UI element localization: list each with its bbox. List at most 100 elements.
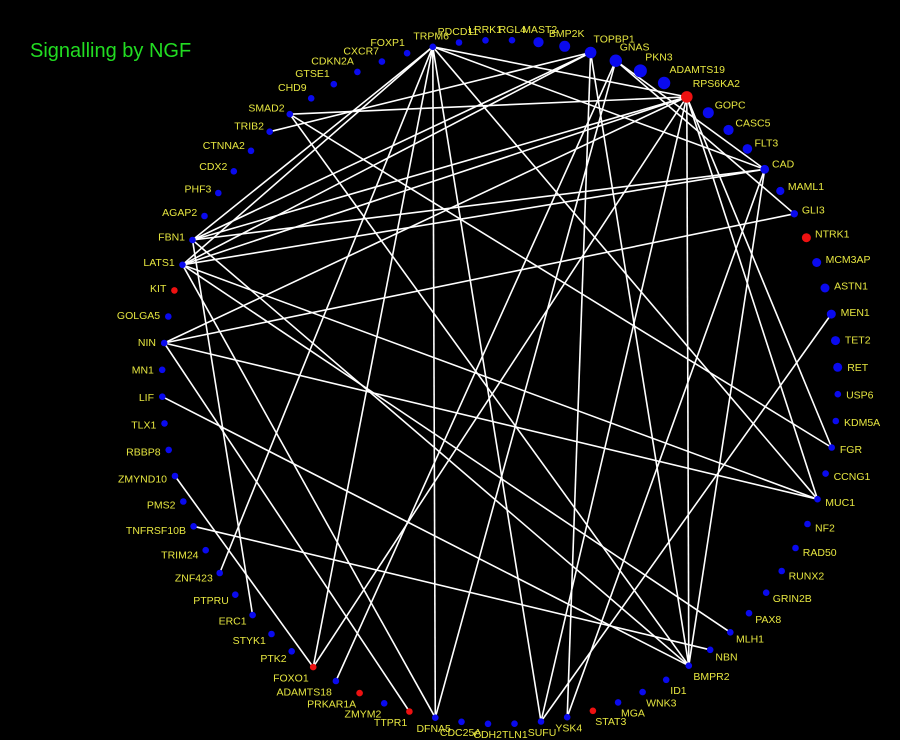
- node-marker[interactable]: [662, 676, 670, 684]
- node-marker[interactable]: [831, 336, 840, 346]
- node-marker[interactable]: [657, 76, 671, 90]
- node-marker[interactable]: [511, 720, 518, 727]
- node-label: CDC25A: [440, 727, 481, 739]
- node-marker[interactable]: [814, 495, 821, 503]
- node-marker[interactable]: [563, 713, 571, 721]
- node-marker[interactable]: [828, 444, 835, 451]
- node-marker[interactable]: [266, 128, 274, 135]
- node-marker[interactable]: [332, 677, 340, 685]
- node-marker[interactable]: [179, 261, 186, 269]
- node-marker[interactable]: [165, 446, 172, 454]
- node-marker[interactable]: [742, 144, 753, 154]
- node-marker[interactable]: [723, 124, 734, 136]
- node-marker[interactable]: [584, 46, 597, 59]
- node-marker[interactable]: [286, 110, 294, 118]
- node-marker[interactable]: [406, 708, 413, 715]
- node-marker[interactable]: [702, 107, 714, 119]
- node-marker[interactable]: [158, 366, 166, 374]
- node-marker[interactable]: [833, 362, 843, 372]
- node-marker[interactable]: [354, 68, 361, 76]
- node-marker[interactable]: [189, 236, 196, 244]
- node-label: CAD: [772, 158, 795, 170]
- node-marker[interactable]: [202, 546, 209, 554]
- node-marker[interactable]: [160, 339, 168, 347]
- node-marker[interactable]: [159, 393, 166, 401]
- node-marker[interactable]: [165, 313, 172, 320]
- node-marker[interactable]: [760, 164, 770, 174]
- node-marker[interactable]: [232, 591, 239, 598]
- node-marker[interactable]: [307, 95, 315, 102]
- node-marker[interactable]: [161, 420, 168, 427]
- node-label: KIT: [150, 283, 167, 295]
- node-marker[interactable]: [681, 91, 693, 103]
- node-marker[interactable]: [804, 520, 811, 528]
- node-marker[interactable]: [249, 611, 256, 619]
- node-marker[interactable]: [201, 212, 208, 220]
- node-marker[interactable]: [230, 168, 238, 175]
- node-marker[interactable]: [778, 567, 785, 575]
- node-label: TLN1: [502, 729, 528, 740]
- node-label: CDH2: [473, 729, 502, 740]
- node-marker[interactable]: [432, 714, 439, 721]
- node-label: LATS1: [143, 257, 174, 269]
- edge: [182, 51, 591, 266]
- node-marker[interactable]: [812, 258, 822, 267]
- node-marker[interactable]: [834, 390, 842, 398]
- node-marker[interactable]: [822, 470, 829, 477]
- node-label: KDM5A: [844, 417, 880, 429]
- node-marker[interactable]: [429, 43, 437, 51]
- node-marker[interactable]: [614, 699, 622, 706]
- node-marker[interactable]: [820, 283, 830, 293]
- node-label: ERC1: [219, 616, 247, 628]
- node-marker[interactable]: [180, 498, 187, 505]
- node-marker[interactable]: [639, 688, 646, 696]
- node-marker[interactable]: [484, 720, 492, 728]
- node-marker[interactable]: [745, 609, 753, 617]
- node-marker[interactable]: [537, 718, 545, 725]
- node-marker[interactable]: [380, 700, 388, 707]
- node-marker[interactable]: [762, 589, 770, 596]
- node-marker[interactable]: [215, 189, 222, 197]
- node-marker[interactable]: [356, 689, 363, 697]
- node-marker[interactable]: [190, 523, 197, 530]
- node-marker[interactable]: [609, 54, 622, 67]
- node-marker[interactable]: [559, 40, 571, 52]
- node-label: ADAMTS19: [670, 64, 726, 76]
- edge: [615, 60, 795, 215]
- node-marker[interactable]: [685, 662, 693, 669]
- node-label: RPS6KA2: [693, 78, 740, 90]
- node-marker[interactable]: [776, 186, 785, 196]
- node-marker[interactable]: [403, 49, 411, 57]
- node-marker[interactable]: [706, 646, 714, 654]
- node-label: GRIN2B: [773, 593, 812, 605]
- node-marker[interactable]: [288, 648, 296, 655]
- node-marker[interactable]: [533, 37, 544, 48]
- node-marker[interactable]: [826, 309, 836, 319]
- node-marker[interactable]: [633, 64, 647, 78]
- node-marker[interactable]: [216, 569, 223, 577]
- node-marker[interactable]: [458, 718, 465, 726]
- node-marker[interactable]: [792, 544, 799, 552]
- node-label: LRRK1: [468, 24, 502, 36]
- node-marker[interactable]: [589, 707, 597, 715]
- edge: [163, 96, 688, 344]
- node-marker[interactable]: [378, 58, 386, 65]
- node-marker[interactable]: [482, 37, 489, 44]
- node-marker[interactable]: [790, 210, 798, 218]
- edge: [686, 96, 833, 448]
- node-marker[interactable]: [508, 36, 516, 44]
- node-marker[interactable]: [247, 147, 255, 155]
- edge: [289, 113, 690, 667]
- node-marker[interactable]: [832, 417, 840, 425]
- node-label: SMAD2: [248, 103, 284, 115]
- node-marker[interactable]: [801, 233, 811, 243]
- node-marker[interactable]: [268, 630, 275, 638]
- node-marker[interactable]: [171, 287, 178, 294]
- node-marker[interactable]: [455, 39, 463, 46]
- edge: [192, 96, 688, 241]
- node-marker[interactable]: [171, 472, 179, 480]
- node-marker[interactable]: [330, 80, 338, 88]
- node-marker[interactable]: [309, 663, 317, 671]
- node-marker[interactable]: [727, 629, 734, 636]
- node-label: CASC5: [735, 118, 770, 130]
